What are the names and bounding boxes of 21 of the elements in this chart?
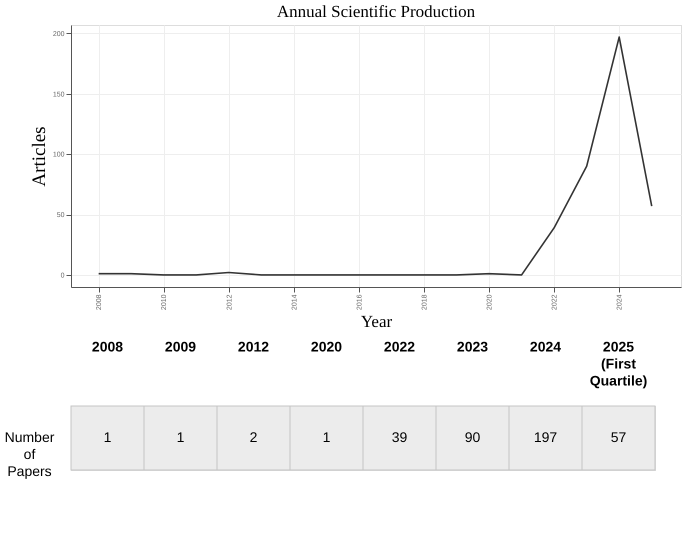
x-tick-label: 2009 [164,338,196,354]
chart-title: Annual Scientific Production [276,2,476,21]
data-label: 197 [534,429,558,445]
x-tick-label: 2008 [92,338,124,354]
x-tick-label: 2012 [238,338,270,354]
y-tick-label: Number of Papers [4,429,55,479]
x-tick-label: 2023 [456,338,488,354]
y-axis-title: Articles [28,126,50,187]
line-series [98,36,653,276]
data-label: 2 [250,429,258,445]
x-tick-label: 2025 (First Quartile) [590,338,648,388]
x-tick-label: 2024 [530,338,562,354]
data-label: 90 [464,429,480,445]
data-label: 1 [176,429,185,445]
data-label: 1 [322,429,331,445]
x-axis-title: Year [360,312,392,332]
data-label: 1 [104,429,112,445]
data-label: 57 [610,429,626,445]
x-tick-label: 2022 [384,338,416,354]
data-label: 39 [392,429,408,445]
x-tick-label: 2020 [310,338,342,354]
